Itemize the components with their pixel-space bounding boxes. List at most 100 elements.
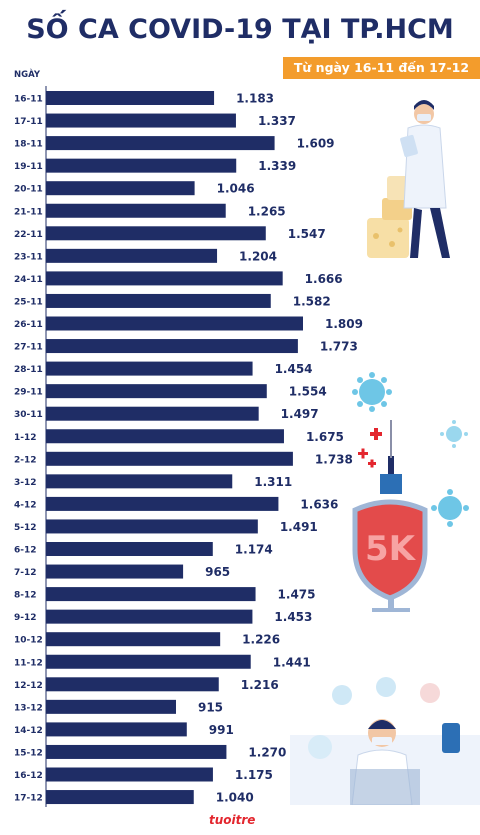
category-tick-label: 29-11 — [14, 388, 43, 398]
bar-value-label: 1.265 — [248, 204, 286, 218]
bar-value-label: 1.475 — [278, 588, 316, 602]
bar — [46, 316, 303, 331]
bar — [46, 744, 227, 759]
category-tick-label: 23-11 — [14, 252, 43, 262]
category-tick-label: 11-12 — [14, 658, 43, 668]
bar — [46, 248, 218, 263]
category-tick-label: 14-12 — [14, 726, 43, 736]
bar — [46, 91, 215, 105]
bar — [46, 632, 221, 647]
bar — [46, 587, 256, 602]
category-tick-label: 22-11 — [14, 230, 43, 240]
bar-value-label: 1.609 — [297, 137, 335, 151]
bar-value-label: 1.636 — [300, 497, 338, 511]
bar-value-label: 991 — [209, 723, 234, 737]
bar — [46, 406, 259, 421]
bar-value-label: 1.339 — [258, 159, 296, 173]
bar-value-label: 1.040 — [216, 791, 254, 805]
category-tick-label: 6-12 — [14, 546, 37, 556]
bar — [46, 654, 251, 669]
category-tick-label: 1-12 — [14, 433, 37, 443]
bar-value-label: 1.554 — [289, 385, 327, 399]
bar-value-label: 1.311 — [254, 475, 292, 489]
bar — [46, 722, 187, 737]
bar — [46, 564, 184, 579]
online-consultation-illustration-icon — [290, 677, 480, 805]
bar — [46, 271, 283, 286]
category-tick-label: 27-11 — [14, 343, 43, 353]
bar-value-label: 1.174 — [235, 543, 273, 557]
category-tick-label: 17-12 — [14, 794, 43, 804]
category-tick-label: 15-12 — [14, 748, 43, 758]
bar-value-label: 1.738 — [315, 452, 353, 466]
bar — [46, 496, 279, 511]
category-tick-label: 25-11 — [14, 297, 43, 307]
bar — [46, 542, 213, 556]
bar-value-label: 1.454 — [275, 362, 313, 376]
chart-title: SỐ CA COVID-19 TẠI TP.HCM — [26, 14, 454, 45]
bar-value-label: 1.773 — [320, 340, 358, 354]
bar — [46, 181, 195, 196]
category-tick-label: 3-12 — [14, 478, 37, 488]
bar — [46, 203, 226, 218]
category-tick-label: 10-12 — [14, 636, 43, 646]
bar — [46, 519, 258, 534]
bar-value-label: 1.675 — [306, 430, 344, 444]
category-tick-label: 18-11 — [14, 140, 43, 150]
tuoi-tre-logo: tuoitre — [209, 813, 255, 827]
logo-text: tuoitre — [209, 813, 256, 827]
bar-value-label: 1.441 — [273, 655, 311, 669]
bar — [46, 451, 293, 466]
bar — [46, 677, 219, 692]
category-tick-label: 13-12 — [14, 703, 43, 713]
bar — [46, 474, 233, 489]
bar-value-label: 1.491 — [280, 520, 318, 534]
bar-value-label: 1.666 — [305, 272, 343, 286]
bar — [46, 384, 267, 399]
bar-value-label: 1.204 — [239, 249, 277, 263]
date-range-badge: Từ ngày 16-11 đến 17-12 — [283, 57, 480, 79]
bar-value-label: 965 — [205, 565, 230, 579]
bar — [46, 293, 271, 308]
bar-value-label: 1.453 — [274, 610, 312, 624]
category-tick-label: 28-11 — [14, 365, 43, 375]
bar-value-label: 1.809 — [325, 317, 363, 331]
category-tick-label: 16-11 — [14, 95, 43, 105]
bar — [46, 767, 213, 782]
bar-value-label: 1.216 — [241, 678, 279, 692]
doctor-illustration-icon — [367, 100, 450, 258]
bar-value-label: 1.226 — [242, 633, 280, 647]
category-tick-label: 8-12 — [14, 591, 37, 601]
category-tick-label: 4-12 — [14, 500, 37, 510]
category-tick-label: 17-11 — [14, 117, 43, 127]
category-tick-label: 24-11 — [14, 275, 43, 285]
bar — [46, 158, 237, 173]
bar — [46, 361, 253, 376]
bar-value-label: 1.183 — [236, 92, 274, 106]
bar — [46, 429, 284, 444]
category-tick-label: 2-12 — [14, 455, 37, 465]
bar — [46, 226, 266, 241]
category-tick-label: 9-12 — [14, 613, 37, 623]
bar — [46, 699, 176, 714]
category-tick-label: 30-11 — [14, 410, 43, 420]
bar-chart: 16-11 1.183 17-11 1.337 18-11 1.609 19-11 1.339… — [14, 86, 363, 808]
bar — [46, 790, 194, 805]
category-tick-label: 19-11 — [14, 162, 43, 172]
category-tick-label: 26-11 — [14, 320, 43, 330]
bar-value-label: 915 — [198, 700, 223, 714]
bar — [46, 136, 275, 151]
category-tick-label: 16-12 — [14, 771, 43, 781]
bar-value-label: 1.175 — [235, 768, 273, 782]
bar-value-label: 1.337 — [258, 114, 296, 128]
category-tick-label: 5-12 — [14, 523, 37, 533]
vaccine-shield-illustration-icon: 5K — [352, 372, 469, 612]
bar-value-label: 1.497 — [281, 407, 319, 421]
bar-value-label: 1.547 — [288, 227, 326, 241]
category-tick-label: 12-12 — [14, 681, 43, 691]
bar — [46, 339, 298, 354]
bar — [46, 113, 236, 128]
bar-value-label: 1.046 — [217, 182, 255, 196]
category-tick-label: 21-11 — [14, 207, 43, 217]
bar-value-label: 1.270 — [248, 745, 286, 759]
